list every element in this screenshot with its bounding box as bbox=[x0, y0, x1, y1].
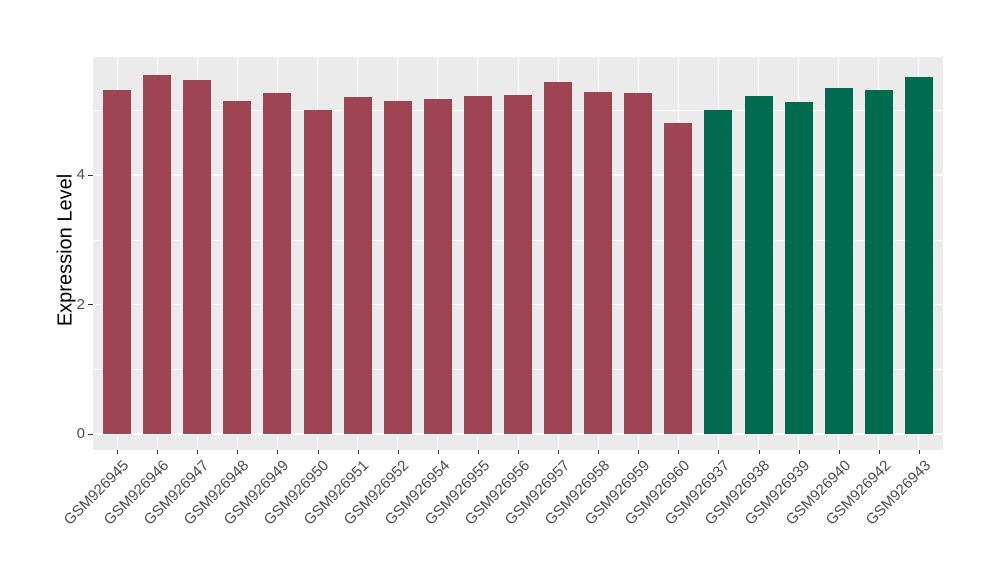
x-axis-tick bbox=[878, 450, 880, 454]
gridline-major bbox=[93, 433, 943, 435]
bar-GSM926942 bbox=[864, 89, 893, 434]
bar-GSM926945 bbox=[103, 89, 132, 434]
bar-GSM926947 bbox=[183, 80, 212, 434]
x-axis-tick bbox=[918, 450, 920, 454]
x-axis-tick bbox=[197, 450, 199, 454]
x-axis-tick bbox=[758, 450, 760, 454]
y-axis-tick-label-2: 2 bbox=[76, 295, 85, 313]
bar-GSM926954 bbox=[423, 99, 452, 434]
x-axis-tick bbox=[718, 450, 720, 454]
x-axis-tick bbox=[157, 450, 159, 454]
bar-GSM926948 bbox=[223, 100, 252, 434]
x-axis-tick bbox=[437, 450, 439, 454]
x-axis-tick bbox=[397, 450, 399, 454]
bar-GSM926943 bbox=[904, 77, 933, 434]
plot-panel bbox=[93, 57, 943, 450]
x-axis-tick bbox=[237, 450, 239, 454]
y-axis-tick bbox=[88, 304, 93, 305]
x-axis-tick bbox=[357, 450, 359, 454]
bar-GSM926939 bbox=[784, 101, 813, 434]
x-axis-tick bbox=[477, 450, 479, 454]
bar-GSM926949 bbox=[263, 93, 292, 434]
bar-GSM926946 bbox=[143, 74, 172, 434]
x-axis-tick bbox=[518, 450, 519, 454]
bar-GSM926956 bbox=[504, 95, 532, 434]
x-axis-tick bbox=[598, 450, 600, 454]
x-axis-tick bbox=[798, 450, 800, 454]
bar-GSM926958 bbox=[584, 92, 613, 434]
bar-GSM926957 bbox=[544, 82, 573, 434]
bar-GSM926960 bbox=[664, 123, 693, 434]
bar-GSM926955 bbox=[463, 96, 492, 434]
y-axis-tick-label-0: 0 bbox=[76, 425, 85, 442]
y-axis-tick bbox=[88, 174, 93, 176]
bar-GSM926940 bbox=[824, 88, 853, 434]
x-axis-tick bbox=[638, 450, 640, 454]
x-axis-tick bbox=[117, 450, 119, 454]
bar-GSM926952 bbox=[383, 101, 412, 434]
bar-GSM926951 bbox=[343, 96, 372, 434]
x-axis-tick bbox=[678, 450, 680, 454]
y-axis-tick bbox=[88, 433, 93, 435]
bar-GSM926959 bbox=[624, 92, 653, 434]
y-axis-tick-label-4: 4 bbox=[76, 166, 85, 183]
x-axis-tick bbox=[277, 450, 279, 454]
bar-GSM926938 bbox=[744, 96, 773, 434]
bar-GSM926950 bbox=[303, 109, 332, 434]
x-axis-tick bbox=[838, 450, 840, 454]
x-axis-tick bbox=[317, 450, 319, 454]
x-axis-tick bbox=[558, 450, 560, 454]
bar-GSM926937 bbox=[704, 110, 733, 434]
